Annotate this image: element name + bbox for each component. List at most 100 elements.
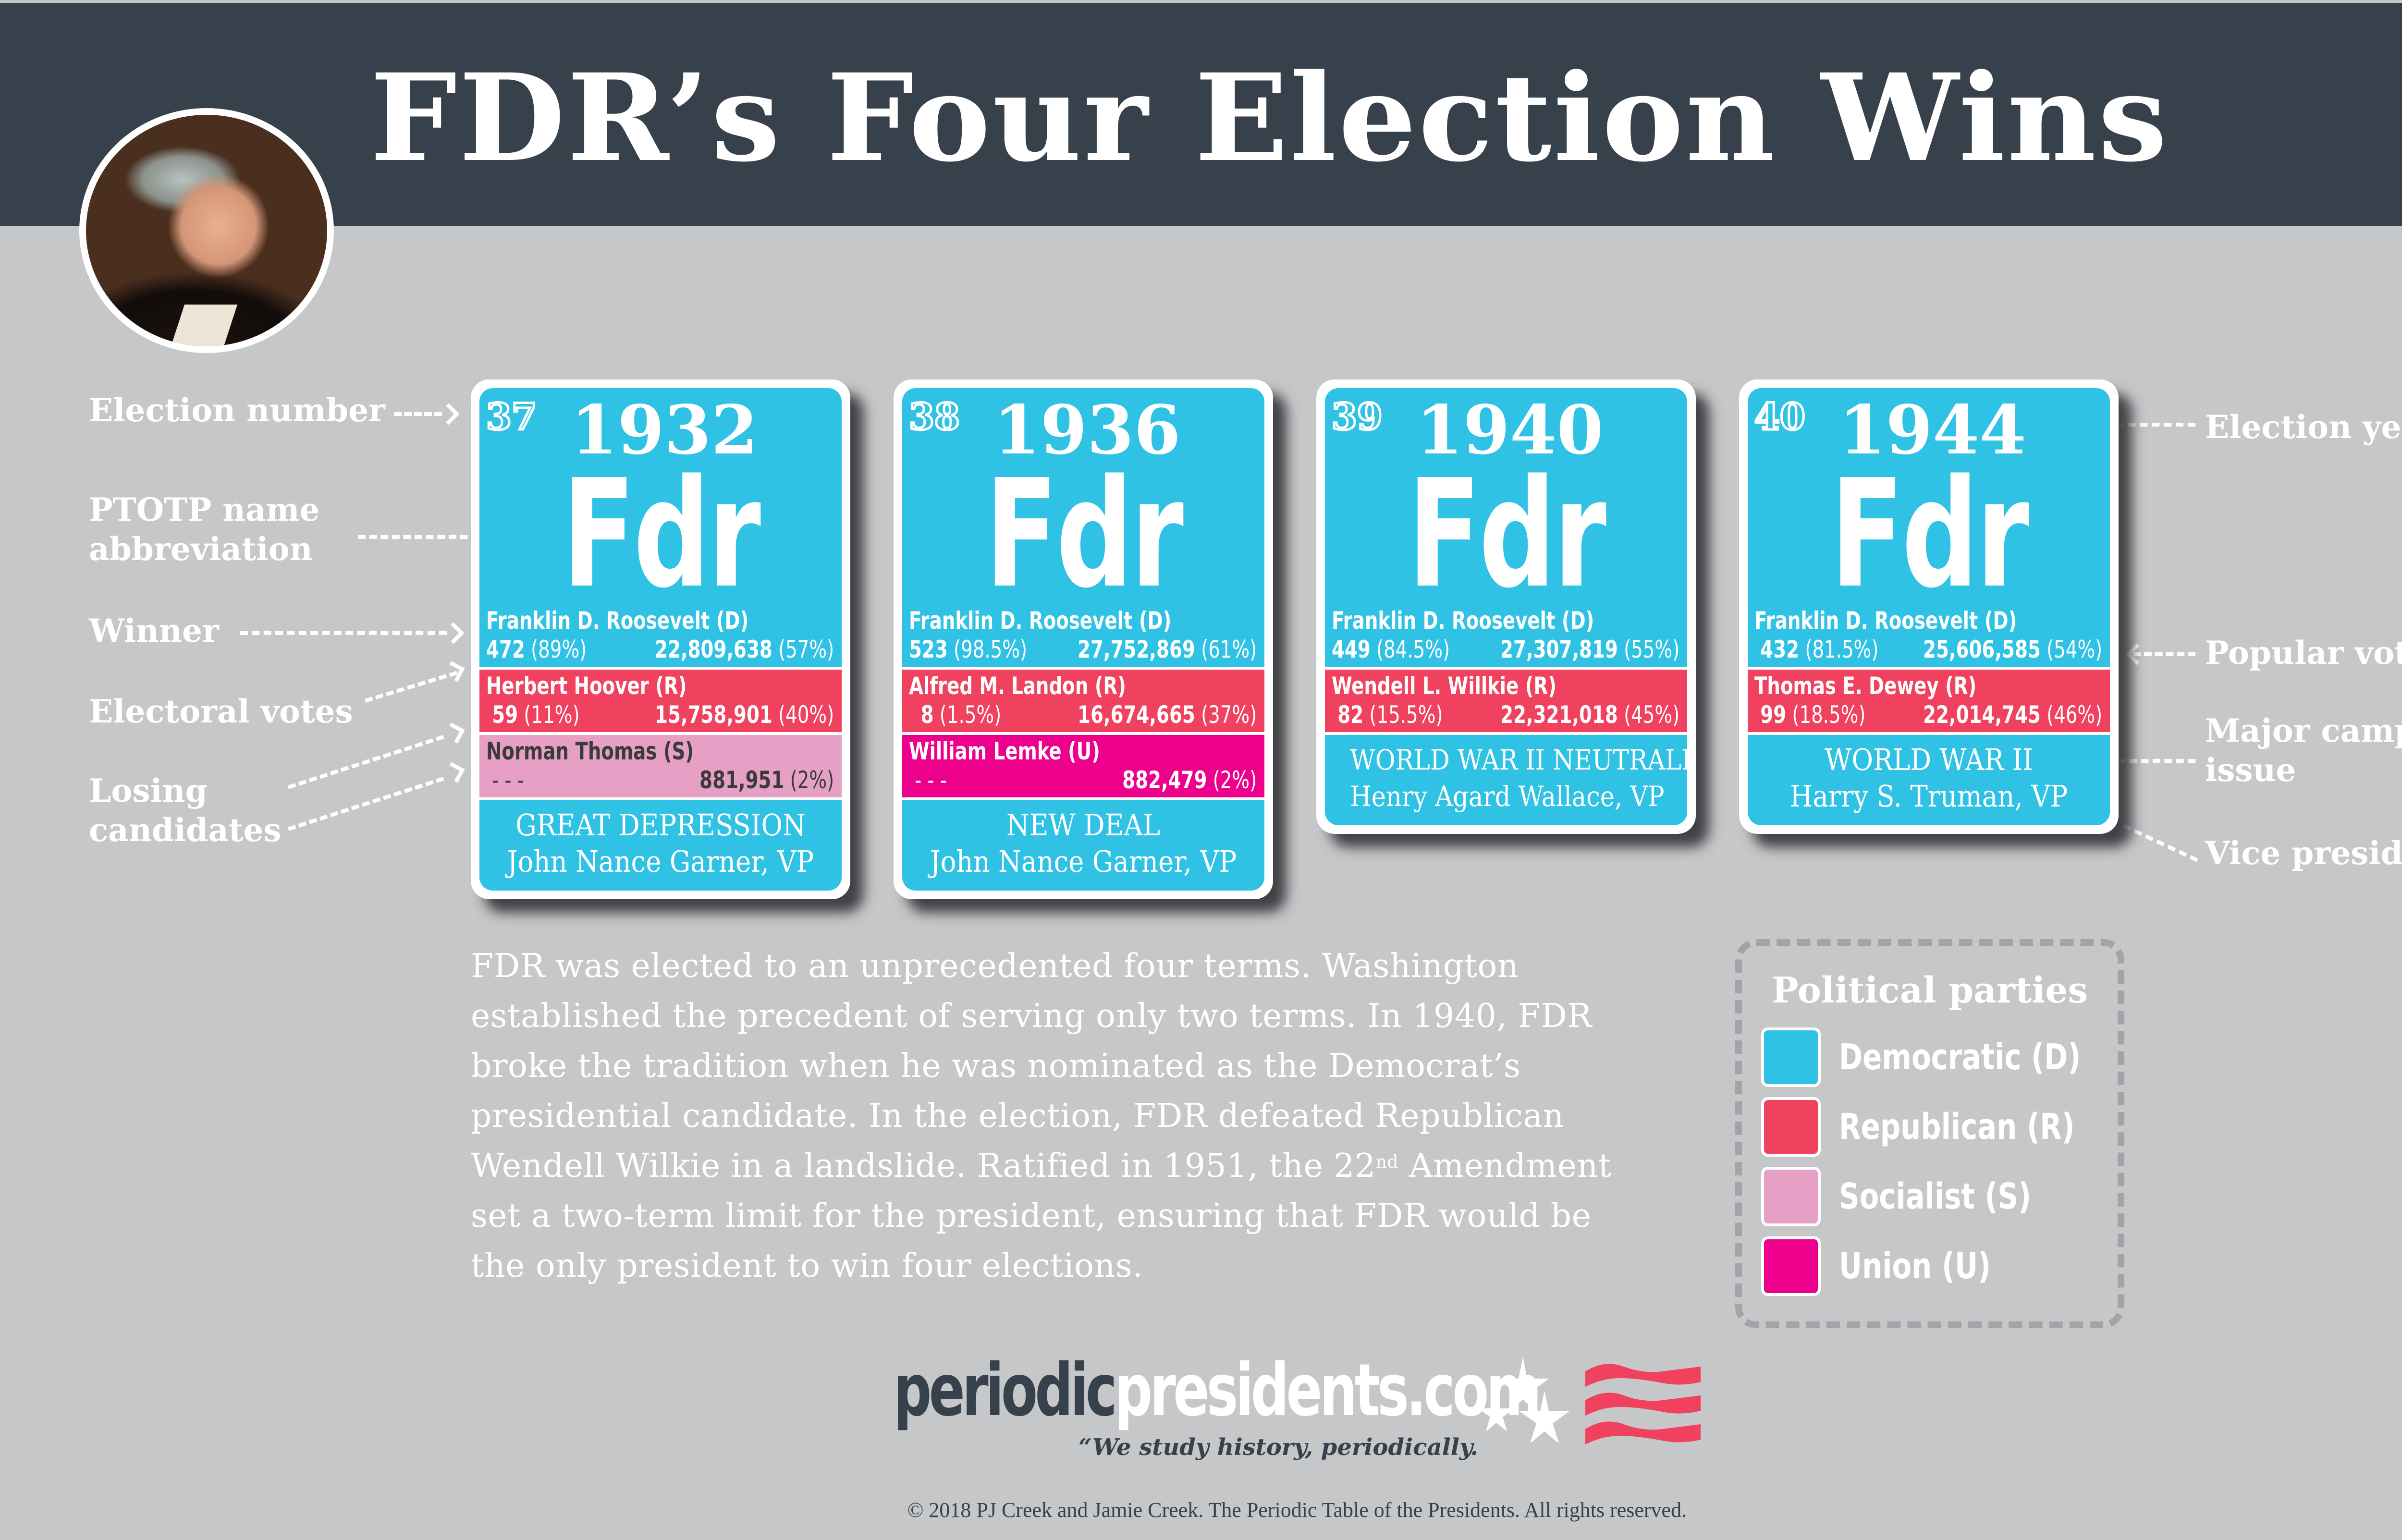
dashed-line	[240, 631, 447, 635]
winner-name: Franklin D. Roosevelt (D)	[909, 607, 1172, 635]
dashed-line	[358, 535, 536, 539]
logo-text-dark: periodic	[894, 1349, 1117, 1432]
vice-president: John Nance Garner, VP	[507, 844, 814, 879]
popular-pct: (40%)	[778, 701, 834, 729]
election-year: 1944	[1839, 391, 2026, 470]
loser-row-union: William Lemke (U) - - - 882,479 (2%)	[902, 735, 1264, 800]
legend-label: Socialist (S)	[1839, 1176, 2032, 1217]
popular-pct: (57%)	[778, 636, 834, 663]
electoral-pct: (81.5%)	[1805, 636, 1879, 663]
election-number: 40	[1753, 395, 1807, 438]
legend-item-republican: Republican (R)	[1761, 1097, 2133, 1157]
description-line: the only president to win four elections…	[471, 1247, 1143, 1285]
electoral-pct: (89%)	[531, 636, 587, 663]
name-abbreviation: Fdr	[1830, 448, 2029, 621]
annotation-vice-president: Vice president	[2205, 834, 2402, 872]
arrow-left-icon	[2126, 643, 2148, 665]
winner-name: Franklin D. Roosevelt (D)	[486, 607, 749, 635]
annotation-electoral-votes: Electoral votes	[89, 693, 353, 730]
vice-president: Harry S. Truman, VP	[1789, 779, 2068, 814]
electoral-votes: 449	[1332, 636, 1371, 663]
popular-votes: 27,752,869	[1078, 636, 1195, 663]
swatch-union	[1761, 1236, 1821, 1296]
annotation-ptotp-abbreviation: PTOTP name abbreviation	[89, 491, 320, 568]
arrow-right-icon	[444, 762, 465, 783]
copyright-notice: © 2018 PJ Creek and Jamie Creek. The Per…	[907, 1498, 1687, 1522]
popular-votes: 22,014,745	[1923, 701, 2041, 729]
loser-name: Wendell L. Willkie (R)	[1332, 672, 1556, 700]
election-number: 37	[485, 395, 539, 438]
swatch-democratic	[1761, 1027, 1821, 1087]
popular-pct: (45%)	[1624, 701, 1680, 729]
dashed-line	[287, 777, 444, 831]
political-parties-legend: Political parties Democratic (D) Republi…	[1735, 939, 2124, 1328]
election-year: 1940	[1416, 391, 1604, 470]
loser-row-republican: Wendell L. Willkie (R) 82 (15.5%) 22,321,…	[1325, 670, 1687, 735]
description-line: Wendell Wilkie in a landslide. Ratified …	[471, 1141, 1701, 1191]
description-paragraph: FDR was elected to an unprecedented four…	[471, 941, 1701, 1291]
arrow-right-icon	[442, 622, 465, 644]
popular-pct: (2%)	[1213, 766, 1257, 794]
legend-label: Republican (R)	[1839, 1106, 2075, 1148]
campaign-issue: NEW DEAL	[1006, 807, 1161, 843]
issue-vp-section: GREAT DEPRESSION John Nance Garner, VP	[479, 800, 842, 891]
annotation-election-number: Election number	[89, 391, 385, 429]
annotation-popular-vote: Popular vote	[2205, 634, 2402, 672]
popular-votes: 16,674,665	[1078, 701, 1195, 729]
election-year: 1936	[993, 391, 1181, 470]
election-card-1932: 37 1932 Fdr Franklin D. Roosevelt (D) 47…	[471, 379, 850, 899]
loser-name: William Lemke (U)	[909, 737, 1100, 765]
popular-votes: 882,479	[1122, 766, 1207, 794]
electoral-pct: (98.5%)	[954, 636, 1028, 663]
electoral-votes: 8	[920, 701, 934, 729]
loser-row-republican: Alfred M. Landon (R) 8 (1.5%) 16,674,665 …	[902, 670, 1264, 735]
election-year: 1932	[571, 391, 758, 470]
electoral-votes: 82	[1337, 701, 1364, 729]
dashed-line	[2133, 652, 2195, 656]
description-line: broke the tradition when he was nominate…	[471, 1047, 1521, 1085]
dashed-line	[2056, 423, 2195, 427]
campaign-issue: WORLD WAR II	[1825, 742, 2033, 777]
vice-president: Henry Agard Wallace, VP	[1350, 780, 1665, 813]
loser-name: Norman Thomas (S)	[486, 737, 694, 765]
loser-row-republican: Herbert Hoover (R) 59 (11%) 15,758,901 (4…	[479, 670, 842, 735]
electoral-pct: (18.5%)	[1792, 701, 1866, 729]
electoral-pct: (1.5%)	[939, 701, 1002, 729]
election-card-1944: 40 1944 Fdr Franklin D. Roosevelt (D) 43…	[1739, 379, 2119, 834]
description-text: Wendell Wilkie in a landslide. Ratified …	[471, 1147, 1376, 1185]
arrow-right-icon	[444, 722, 465, 744]
legend-label: Union (U)	[1839, 1246, 1991, 1287]
dashed-line	[2122, 824, 2198, 862]
popular-pct: (61%)	[1201, 636, 1257, 663]
site-logo[interactable]: periodicpresidents.com	[894, 1355, 1765, 1427]
electoral-pct: (15.5%)	[1369, 701, 1443, 729]
electoral-pct: (11%)	[524, 701, 580, 729]
annotation-major-campaign-issue: Major campaign issue	[2205, 712, 2402, 789]
election-card-1940: 39 1940 Fdr Franklin D. Roosevelt (D) 44…	[1316, 379, 1696, 834]
legend-title: Political parties	[1771, 970, 2088, 1011]
election-number: 39	[1331, 395, 1384, 438]
electoral-pct: (84.5%)	[1376, 636, 1450, 663]
name-abbreviation: Fdr	[1408, 448, 1606, 621]
arrow-right-icon	[444, 661, 465, 682]
campaign-issue: WORLD WAR II NEUTRALITY	[1350, 744, 1687, 776]
name-abbreviation: Fdr	[985, 448, 1184, 621]
issue-vp-section: WORLD WAR II NEUTRALITY Henry Agard Wall…	[1325, 735, 1687, 825]
popular-votes: 881,951	[699, 766, 784, 794]
legend-item-union: Union (U)	[1761, 1236, 2029, 1296]
campaign-issue: GREAT DEPRESSION	[515, 807, 806, 843]
winner-row: Franklin D. Roosevelt (D) 472 (89%) 22,80…	[479, 604, 842, 670]
dashed-line	[287, 735, 444, 789]
flag-stripes-icon	[1585, 1364, 1701, 1444]
popular-pct: (37%)	[1201, 701, 1257, 729]
winner-row: Franklin D. Roosevelt (D) 432 (81.5%) 25,…	[1748, 604, 2110, 670]
swatch-republican	[1761, 1097, 1821, 1157]
issue-vp-section: NEW DEAL John Nance Garner, VP	[902, 800, 1264, 891]
name-abbreviation: Fdr	[562, 448, 761, 621]
winner-row: Franklin D. Roosevelt (D) 449 (84.5%) 27,…	[1325, 604, 1687, 670]
stars-icon	[1478, 1357, 1569, 1443]
electoral-votes: 472	[486, 636, 525, 663]
description-line: FDR was elected to an unprecedented four…	[471, 947, 1519, 985]
loser-name: Alfred M. Landon (R)	[909, 672, 1126, 700]
loser-name: Thomas E. Dewey (R)	[1754, 672, 1977, 700]
